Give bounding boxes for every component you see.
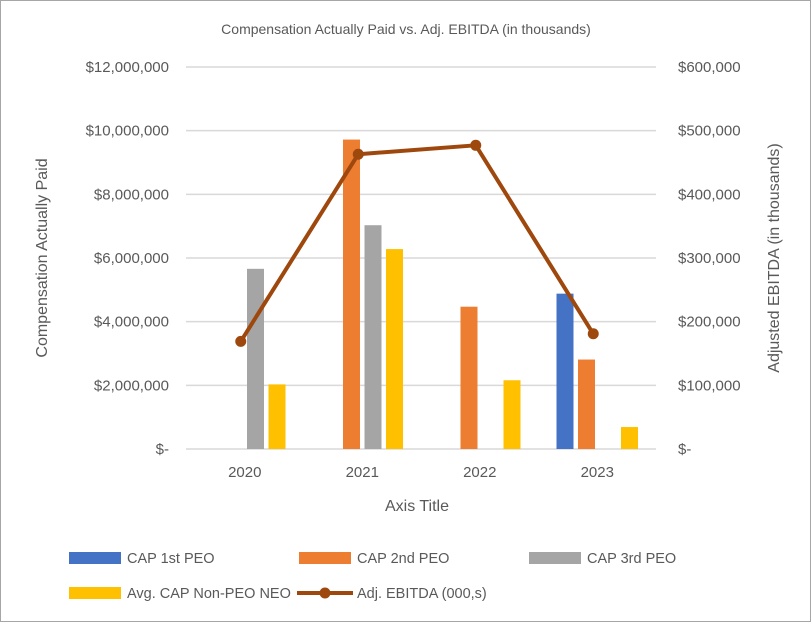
ebitda-point bbox=[235, 335, 247, 347]
bar-avg-cap-non-peo-neo bbox=[503, 380, 521, 449]
y-tick-label: $2,000,000 bbox=[94, 377, 169, 394]
ebitda-point bbox=[470, 139, 482, 151]
y-tick-label: $- bbox=[156, 441, 169, 458]
y2-axis-title: Adjusted EBITDA (in thousands) bbox=[766, 143, 783, 372]
legend-marker bbox=[319, 587, 331, 599]
x-tick-label: 2020 bbox=[228, 464, 261, 481]
legend-label: Adj. EBITDA (000,s) bbox=[357, 586, 487, 602]
legend-swatch bbox=[69, 587, 121, 599]
y-tick-label: $10,000,000 bbox=[86, 123, 169, 140]
ebitda-point bbox=[587, 328, 599, 340]
y-tick-label: $4,000,000 bbox=[94, 314, 169, 331]
legend-label: CAP 2nd PEO bbox=[357, 551, 449, 567]
y2-tick-label: $400,000 bbox=[678, 186, 741, 203]
bar-avg-cap-non-peo-neo bbox=[621, 427, 638, 449]
x-tick-label: 2023 bbox=[581, 464, 614, 481]
bar-cap-2nd-peo bbox=[578, 359, 595, 449]
y-tick-label: $12,000,000 bbox=[86, 59, 169, 76]
y2-tick-label: $- bbox=[678, 441, 691, 458]
bar-cap-2nd-peo bbox=[343, 139, 360, 449]
legend-label: CAP 1st PEO bbox=[127, 551, 215, 567]
legend-swatch bbox=[529, 552, 581, 564]
y2-tick-label: $500,000 bbox=[678, 123, 741, 140]
legend-swatch bbox=[299, 552, 351, 564]
y-tick-label: $6,000,000 bbox=[94, 250, 169, 267]
y2-tick-label: $200,000 bbox=[678, 314, 741, 331]
bar-avg-cap-non-peo-neo bbox=[386, 249, 403, 449]
legend-label: CAP 3rd PEO bbox=[587, 551, 676, 567]
y2-tick-label: $600,000 bbox=[678, 59, 741, 76]
bar-cap-3rd-peo bbox=[247, 268, 264, 449]
legend: CAP 1st PEO CAP 2nd PEO CAP 3rd PEO Avg. CA… bbox=[69, 551, 676, 602]
bar-cap-1st-peo bbox=[556, 293, 574, 449]
x-tick-label: 2021 bbox=[346, 464, 379, 481]
y2-tick-label: $100,000 bbox=[678, 377, 741, 394]
ebitda-point bbox=[352, 148, 364, 160]
chart-title: Compensation Actually Paid vs. Adj. EBIT… bbox=[221, 21, 591, 37]
bar-avg-cap-non-peo-neo bbox=[268, 384, 286, 449]
bar-cap-2nd-peo bbox=[460, 306, 478, 449]
x-axis-title: Axis Title bbox=[385, 498, 449, 515]
legend-swatch bbox=[69, 552, 121, 564]
y2-tick-label: $300,000 bbox=[678, 250, 741, 267]
y-axis-title: Compensation Actually Paid bbox=[34, 158, 51, 357]
y-tick-label: $8,000,000 bbox=[94, 186, 169, 203]
bar-cap-3rd-peo bbox=[364, 225, 382, 449]
x-tick-label: 2022 bbox=[463, 464, 496, 481]
ebitda-line bbox=[239, 143, 595, 343]
legend-label: Avg. CAP Non-PEO NEO bbox=[127, 586, 291, 602]
